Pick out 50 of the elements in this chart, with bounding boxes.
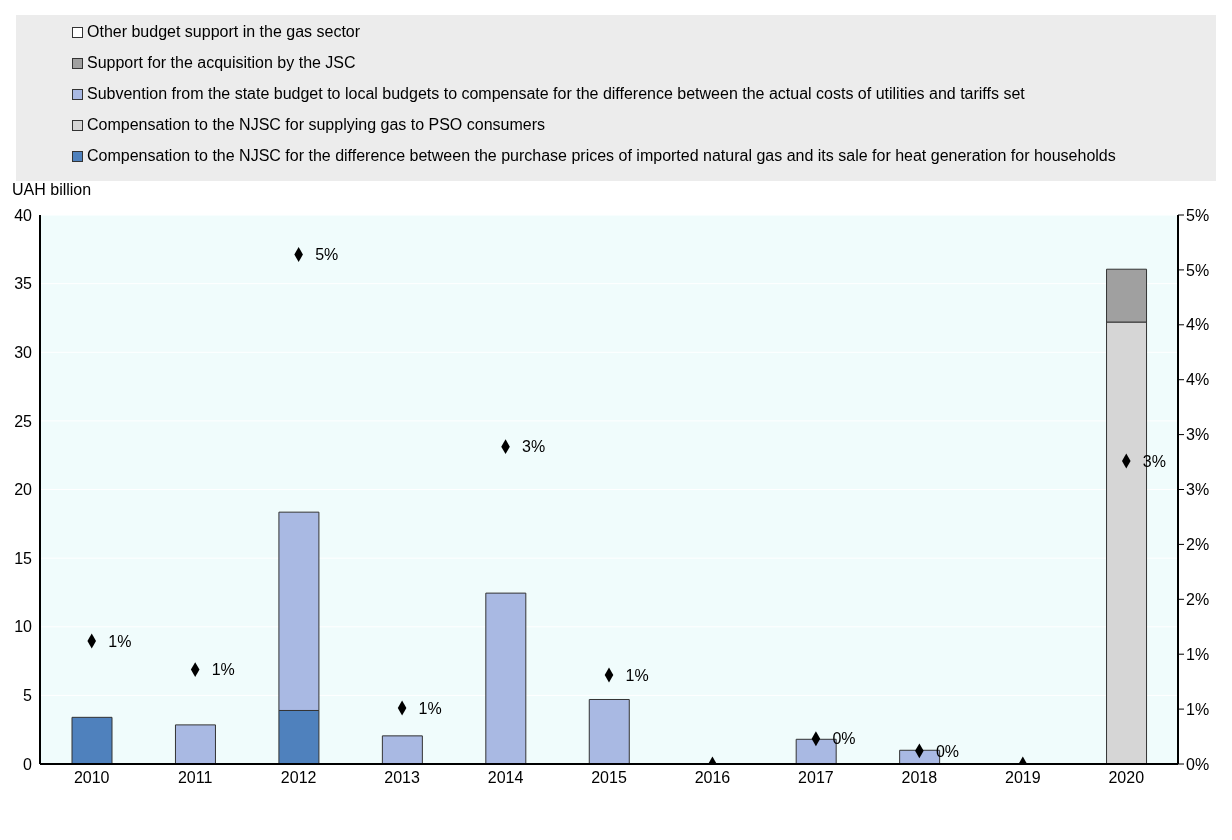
x-tick-label: 2012 xyxy=(280,769,317,787)
y-tick-label: 0 xyxy=(23,755,33,773)
legend-label: Other budget support in the gas sector xyxy=(87,22,361,42)
y2-tick-label: 1% xyxy=(1186,645,1210,663)
data-label: 1% xyxy=(108,632,132,650)
data-label: 1% xyxy=(418,699,442,717)
y-tick-label: 40 xyxy=(14,206,33,224)
data-label: 3% xyxy=(522,438,546,456)
legend-label: Support for the acquisition by the JSC xyxy=(87,53,356,73)
y-tick-label: 5 xyxy=(23,687,33,705)
bar xyxy=(485,592,527,764)
y2-tick-label: 4% xyxy=(1186,316,1210,334)
y2-tick-label: 1% xyxy=(1186,700,1210,718)
x-tick-label: 2017 xyxy=(798,769,834,787)
bar xyxy=(174,724,216,764)
y2-tick-label: 5% xyxy=(1186,261,1210,279)
y-tick-label: 25 xyxy=(14,412,33,430)
x-tick-label: 2014 xyxy=(487,769,524,787)
data-label: 0% xyxy=(832,730,856,748)
legend-label: Subvention from the state budget to local budgets to compensate for the difference between the actual costs of utilities and tariffs set xyxy=(87,84,1025,104)
y2-tick-label: 0% xyxy=(1186,755,1210,773)
x-tick-label: 2019 xyxy=(1005,769,1041,787)
y-tick-label: 15 xyxy=(14,549,33,567)
legend-label: Compensation to the NJSC for supplying gas to PSO consumers xyxy=(87,115,545,135)
bar xyxy=(588,698,630,764)
y2-tick-label: 5% xyxy=(1186,206,1210,224)
y2-tick-label: 2% xyxy=(1186,590,1210,608)
y2-tick-label: 2% xyxy=(1186,536,1210,554)
x-tick-label: 2020 xyxy=(1108,769,1145,787)
legend-label: Compensation to the NJSC for the difference between the purchase prices of imported natural gas and its sale for heat generation for households xyxy=(87,146,1116,166)
x-tick-label: 2010 xyxy=(73,769,110,787)
x-tick-label: 2018 xyxy=(901,769,938,787)
y2-tick-label: 3% xyxy=(1186,481,1210,499)
x-tick-label: 2013 xyxy=(384,769,420,787)
data-label: 1% xyxy=(211,661,235,679)
y2-tick-label: 3% xyxy=(1186,426,1210,444)
y-tick-label: 35 xyxy=(14,275,33,293)
bar xyxy=(381,735,423,764)
x-tick-label: 2015 xyxy=(591,769,627,787)
y-axis-title: UAH billion xyxy=(12,181,92,199)
data-label: 5% xyxy=(315,246,339,264)
y-tick-label: 30 xyxy=(14,343,33,361)
data-label: 1% xyxy=(625,666,649,684)
y2-tick-label: 4% xyxy=(1186,371,1210,389)
bar xyxy=(71,716,113,764)
y-tick-label: 10 xyxy=(14,618,33,636)
data-label: 0% xyxy=(935,742,959,760)
y-tick-label: 20 xyxy=(14,481,33,499)
x-tick-label: 2011 xyxy=(177,769,213,787)
x-tick-label: 2016 xyxy=(694,769,731,787)
